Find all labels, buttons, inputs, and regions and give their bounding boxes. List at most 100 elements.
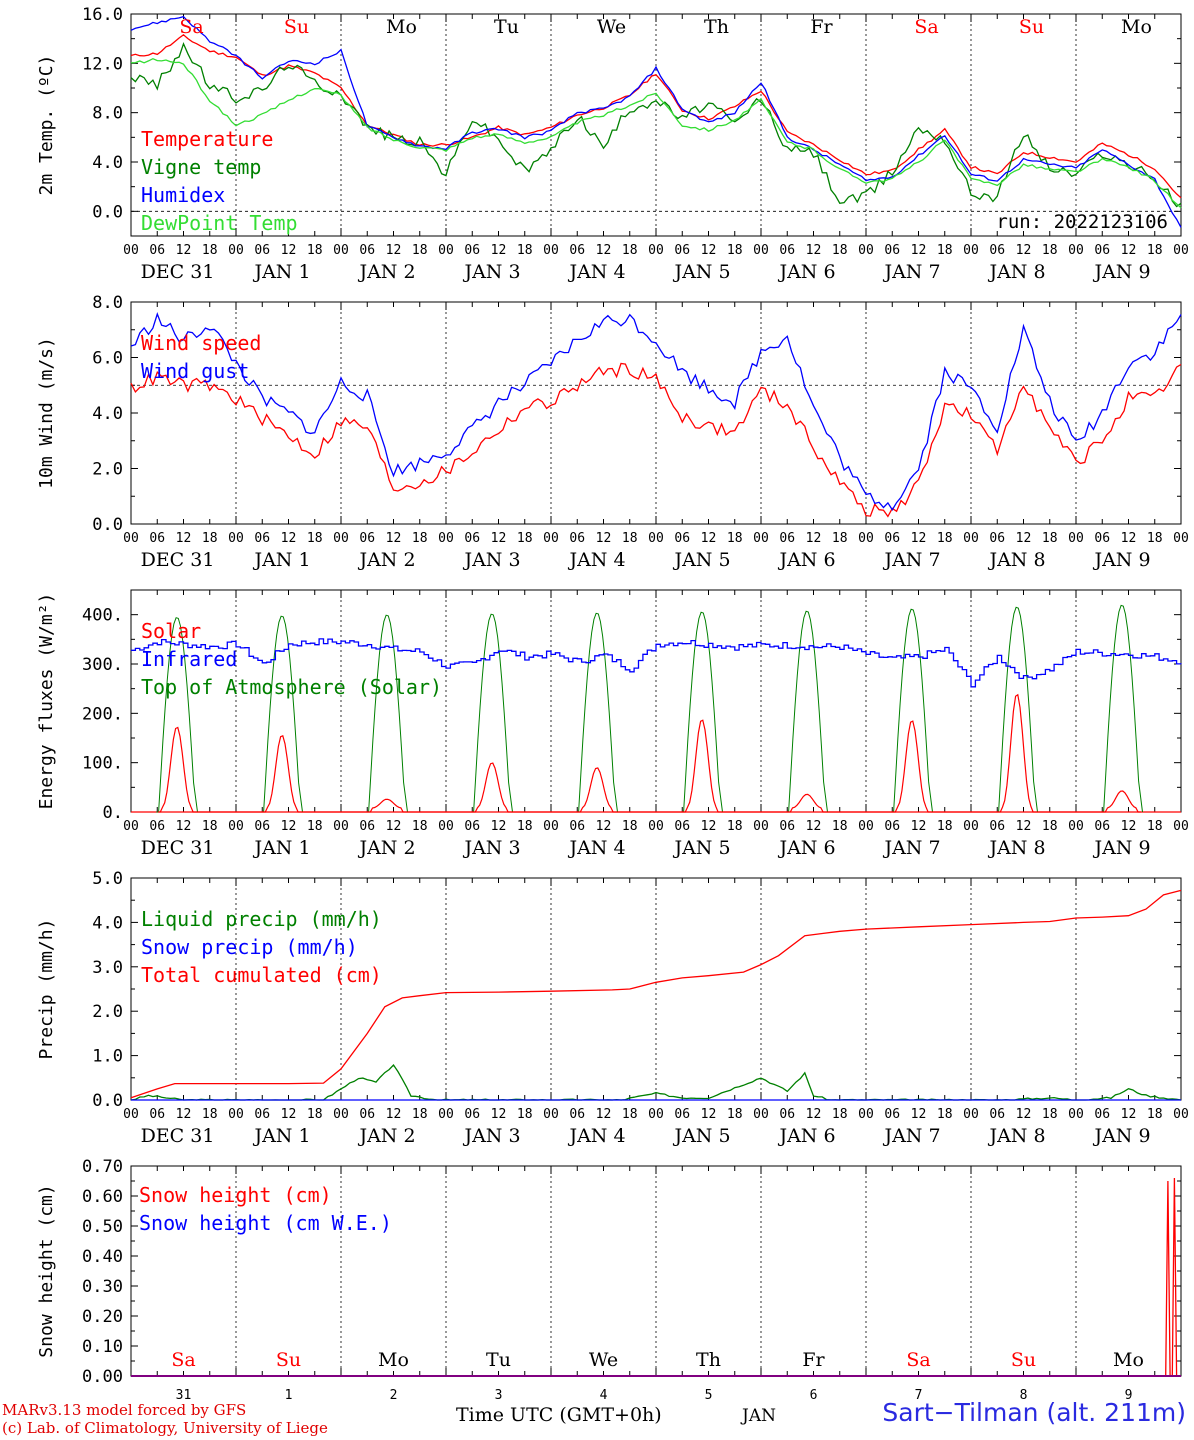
hour-tick-label: 18	[1147, 243, 1163, 258]
weekday-label-top: Fr	[810, 16, 833, 38]
day-label: JAN 2	[357, 261, 415, 283]
hour-tick-label: 18	[937, 1107, 953, 1122]
y-axis-label: 10m Wind (m/s)	[36, 337, 57, 489]
legend-entry: Snow precip (mm/h)	[141, 935, 358, 959]
hour-tick-label: 06	[149, 531, 165, 546]
y-tick-label: 8.0	[92, 104, 123, 124]
day-label: JAN 6	[777, 837, 835, 859]
hour-tick-label: 12	[491, 819, 507, 834]
day-label: JAN 7	[882, 549, 940, 571]
day-label: JAN 8	[987, 1125, 1045, 1147]
legend-entry: Humidex	[141, 183, 225, 207]
day-label: JAN 9	[1092, 837, 1150, 859]
hour-tick-label: 18	[307, 819, 323, 834]
hour-tick-label: 06	[569, 1107, 585, 1122]
day-label: JAN 8	[987, 549, 1045, 571]
legend-entry: Snow height (cm)	[139, 1183, 332, 1207]
hour-tick-label: 06	[674, 1107, 690, 1122]
hour-tick-label: 12	[491, 531, 507, 546]
hour-tick-label: 06	[884, 1107, 900, 1122]
day-label: JAN 5	[672, 1125, 730, 1147]
hour-tick-label: 18	[727, 819, 743, 834]
day-label: JAN 2	[357, 549, 415, 571]
infrared-line	[131, 638, 1182, 688]
y-tick-label: 2.0	[92, 1002, 123, 1022]
weekday-label-top: Mo	[1121, 16, 1152, 38]
run-label: run: 2022123106	[996, 211, 1168, 233]
hour-tick-label: 06	[989, 243, 1005, 258]
day-label: JAN 3	[462, 261, 520, 283]
hour-tick-label: 06	[674, 819, 690, 834]
hour-tick-label: 18	[937, 819, 953, 834]
day-label: JAN 4	[567, 549, 625, 571]
hour-tick-label: 00	[438, 531, 454, 546]
hour-tick-label: 06	[254, 243, 270, 258]
day-number-label: 2	[390, 1388, 398, 1403]
hour-tick-label: 00	[1068, 243, 1084, 258]
hour-tick-label: 18	[412, 243, 428, 258]
hour-tick-label: 12	[281, 243, 297, 258]
hour-tick-label: 06	[359, 243, 375, 258]
legend-entry: Top of Atmosphere (Solar)	[141, 675, 442, 699]
hour-tick-label: 12	[1016, 819, 1032, 834]
hour-tick-label: 06	[884, 819, 900, 834]
day-label: JAN 5	[672, 549, 730, 571]
hour-tick-label: 12	[386, 243, 402, 258]
y-tick-label: 4.0	[92, 913, 123, 933]
day-number-label: 7	[915, 1388, 923, 1403]
weekday-label-bottom: Mo	[378, 1349, 409, 1371]
hour-tick-label: 00	[648, 243, 664, 258]
day-label: JAN 7	[882, 1125, 940, 1147]
hour-tick-label: 00	[1173, 1107, 1189, 1122]
hour-tick-label: 18	[937, 243, 953, 258]
hour-tick-label: 18	[307, 531, 323, 546]
hour-tick-label: 18	[1147, 819, 1163, 834]
hour-tick-label: 00	[753, 531, 769, 546]
hour-tick-label: 00	[333, 531, 349, 546]
hour-tick-label: 18	[307, 243, 323, 258]
hour-tick-label: 12	[1121, 1107, 1137, 1122]
hour-tick-label: 18	[517, 531, 533, 546]
y-tick-label: 5.0	[92, 869, 123, 889]
day-label: JAN 3	[462, 1125, 520, 1147]
hour-tick-label: 18	[517, 243, 533, 258]
day-label: JAN 6	[777, 549, 835, 571]
hour-tick-label: 00	[438, 243, 454, 258]
hour-tick-label: 00	[963, 1107, 979, 1122]
day-label: JAN 6	[777, 261, 835, 283]
series-line-humidex	[130, 15, 1182, 228]
y-tick-label: 100.	[82, 754, 123, 774]
hour-tick-label: 00	[228, 531, 244, 546]
hour-tick-label: 12	[281, 1107, 297, 1122]
hour-tick-label: 12	[596, 243, 612, 258]
hour-tick-label: 06	[884, 531, 900, 546]
hour-tick-label: 12	[176, 531, 192, 546]
hour-tick-label: 12	[806, 531, 822, 546]
hour-tick-label: 12	[701, 243, 717, 258]
y-tick-label: 0.10	[82, 1337, 123, 1357]
hour-tick-label: 06	[569, 243, 585, 258]
y-tick-label: 0.50	[82, 1217, 123, 1237]
day-label: JAN 1	[252, 837, 310, 859]
hour-tick-label: 18	[727, 1107, 743, 1122]
time-axis-title: Time UTC (GMT+0h)	[456, 1404, 662, 1426]
weekday-label-bottom: Mo	[1113, 1349, 1144, 1371]
hour-tick-label: 00	[1173, 819, 1189, 834]
y-tick-label: 0.0	[92, 515, 123, 535]
hour-tick-label: 12	[701, 531, 717, 546]
hour-tick-label: 00	[858, 819, 874, 834]
hour-tick-label: 12	[1016, 243, 1032, 258]
day-label: JAN 9	[1092, 261, 1150, 283]
y-tick-label: 400.	[82, 606, 123, 626]
hour-tick-label: 18	[1042, 819, 1058, 834]
day-number-label: 8	[1020, 1388, 1028, 1403]
hour-tick-label: 00	[123, 819, 139, 834]
day-label: JAN 9	[1092, 1125, 1150, 1147]
hour-tick-label: 18	[1147, 1107, 1163, 1122]
weekday-label-top: We	[597, 16, 626, 38]
hour-tick-label: 06	[254, 819, 270, 834]
solar-line	[158, 693, 1141, 813]
hour-tick-label: 00	[753, 243, 769, 258]
day-number-label: 1	[285, 1388, 293, 1403]
